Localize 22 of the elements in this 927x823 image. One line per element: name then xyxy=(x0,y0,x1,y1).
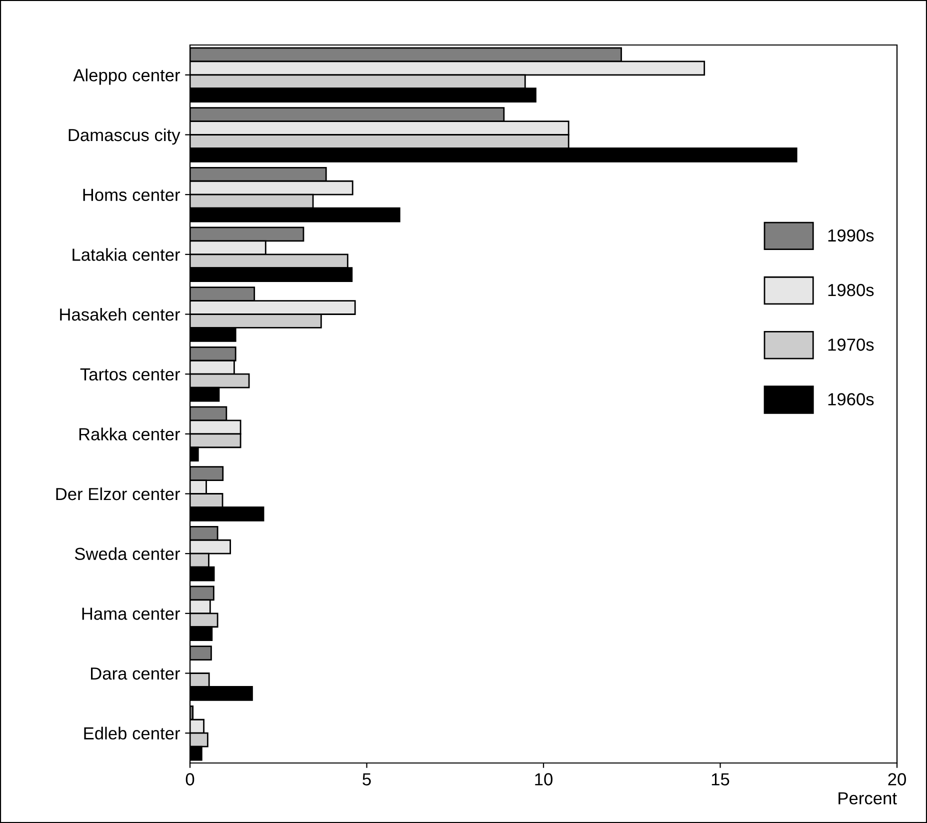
x-tick-label: 0 xyxy=(186,773,194,786)
legend-label: 1980s xyxy=(828,284,874,296)
y-tick-label: Rakka center xyxy=(79,428,180,440)
y-tick-label: Der Elzor center xyxy=(56,487,180,500)
y-tick-label: Hasakeh center xyxy=(60,308,180,321)
y-tick-label: Damascus city xyxy=(68,128,180,145)
y-tick-label: Hama center xyxy=(82,608,180,620)
y-tick-label: Aleppo center xyxy=(73,68,180,85)
x-tick-label: 20 xyxy=(888,773,906,786)
y-tick-label: Dara center xyxy=(91,668,180,680)
x-tick-label: 5 xyxy=(362,773,371,786)
y-tick-label: Homs center xyxy=(83,188,180,202)
y-tick-label: Latakia center xyxy=(72,248,180,261)
x-tick-label: 15 xyxy=(712,773,730,786)
x-axis-title: Percent xyxy=(838,792,897,804)
y-tick-label: Sweda center xyxy=(74,547,180,560)
y-tick-label: Edleb center xyxy=(84,726,180,740)
x-tick-label: 10 xyxy=(535,773,552,786)
legend-label: 1970s xyxy=(828,338,874,351)
y-tick-label: Tartos center xyxy=(80,368,180,381)
legend-label: 1990s xyxy=(828,229,874,242)
legend-label: 1960s xyxy=(828,393,874,406)
